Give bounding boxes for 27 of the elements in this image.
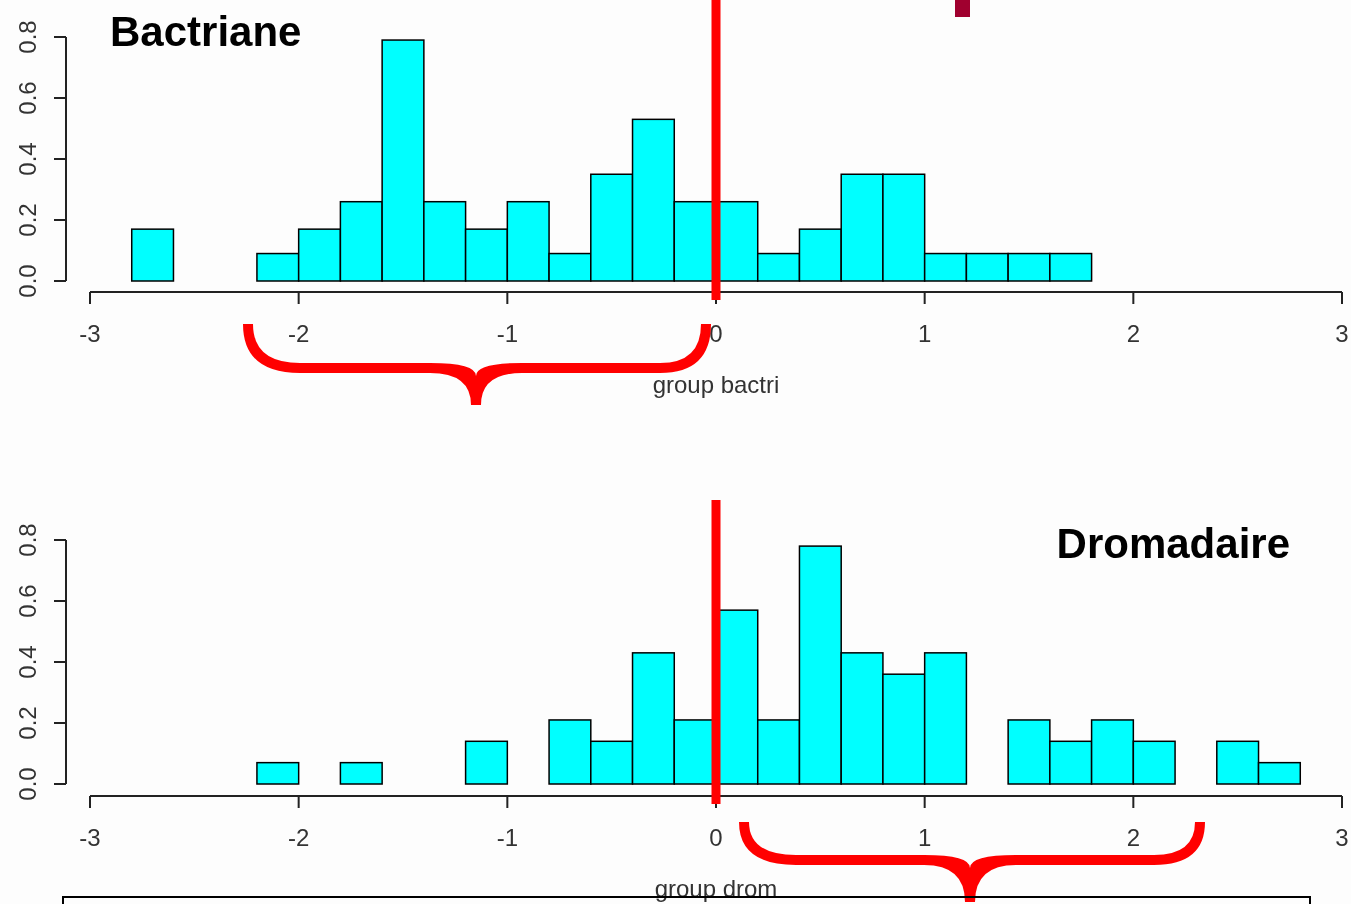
x-tick-label: 2 — [1126, 824, 1141, 851]
x-tick-label: 0 — [709, 320, 723, 347]
x-tick-label: -1 — [496, 824, 519, 851]
y-tick-label: 0.4 — [14, 142, 41, 176]
y-tick-label: 0.0 — [14, 767, 41, 801]
x-tick-label: 0 — [709, 824, 723, 851]
x-tick-label: -3 — [79, 824, 101, 851]
x-tick-label: -1 — [496, 320, 519, 347]
x-tick-label: -2 — [287, 320, 310, 347]
x-tick-label: 1 — [917, 320, 932, 347]
x-tick-label: -3 — [79, 320, 101, 347]
x-tick-label: 3 — [1335, 824, 1349, 851]
y-tick-label: 0.8 — [14, 20, 41, 54]
x-tick-label: 1 — [917, 824, 932, 851]
x-tick-label: 3 — [1335, 320, 1349, 347]
y-tick-label: 0.6 — [14, 584, 41, 618]
chart-title: Bactriane — [110, 8, 302, 55]
y-tick-label: 0.4 — [14, 645, 41, 679]
x-tick-label: 2 — [1126, 320, 1141, 347]
x-tick-label: -2 — [287, 824, 310, 851]
x-axis-title: group bactri — [652, 371, 780, 398]
y-tick-label: 0.6 — [14, 81, 41, 115]
y-tick-label: 0.0 — [14, 264, 41, 298]
y-tick-label: 0.2 — [14, 706, 41, 740]
y-tick-label: 0.8 — [14, 523, 41, 557]
y-tick-label: 0.2 — [14, 203, 41, 237]
chart-title: Dromadaire — [1056, 520, 1290, 567]
